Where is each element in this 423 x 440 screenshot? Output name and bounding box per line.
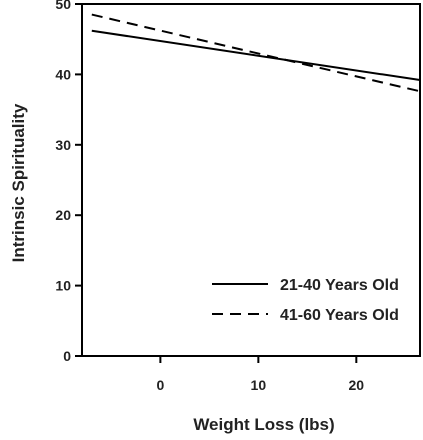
plot-frame bbox=[81, 3, 421, 357]
x-tick-label: 10 bbox=[251, 377, 267, 393]
series-line-2 bbox=[91, 13, 421, 93]
x-axis-title: Weight Loss (lbs) bbox=[193, 415, 334, 434]
legend: 21-40 Years Old 41-60 Years Old bbox=[212, 277, 399, 324]
y-tick-label: 30 bbox=[55, 137, 71, 153]
plot-area bbox=[81, 3, 421, 357]
y-axis-ticks: 0 10 20 30 40 50 bbox=[55, 0, 82, 364]
y-tick-label: 20 bbox=[55, 207, 71, 223]
x-tick-label: 20 bbox=[349, 377, 365, 393]
y-tick-label: 50 bbox=[55, 0, 71, 12]
series-line-1 bbox=[91, 29, 421, 82]
y-tick-label: 0 bbox=[63, 348, 71, 364]
y-tick-label: 10 bbox=[55, 278, 71, 294]
y-axis-title: Intrinsic Spirituality bbox=[9, 103, 28, 262]
legend-label-2: 41-60 Years Old bbox=[280, 307, 399, 324]
series-lines bbox=[91, 13, 421, 93]
y-tick-label: 40 bbox=[55, 66, 71, 82]
x-axis-ticks: 0 10 20 bbox=[156, 356, 364, 393]
legend-label-1: 21-40 Years Old bbox=[280, 277, 399, 294]
x-tick-label: 0 bbox=[156, 377, 164, 393]
